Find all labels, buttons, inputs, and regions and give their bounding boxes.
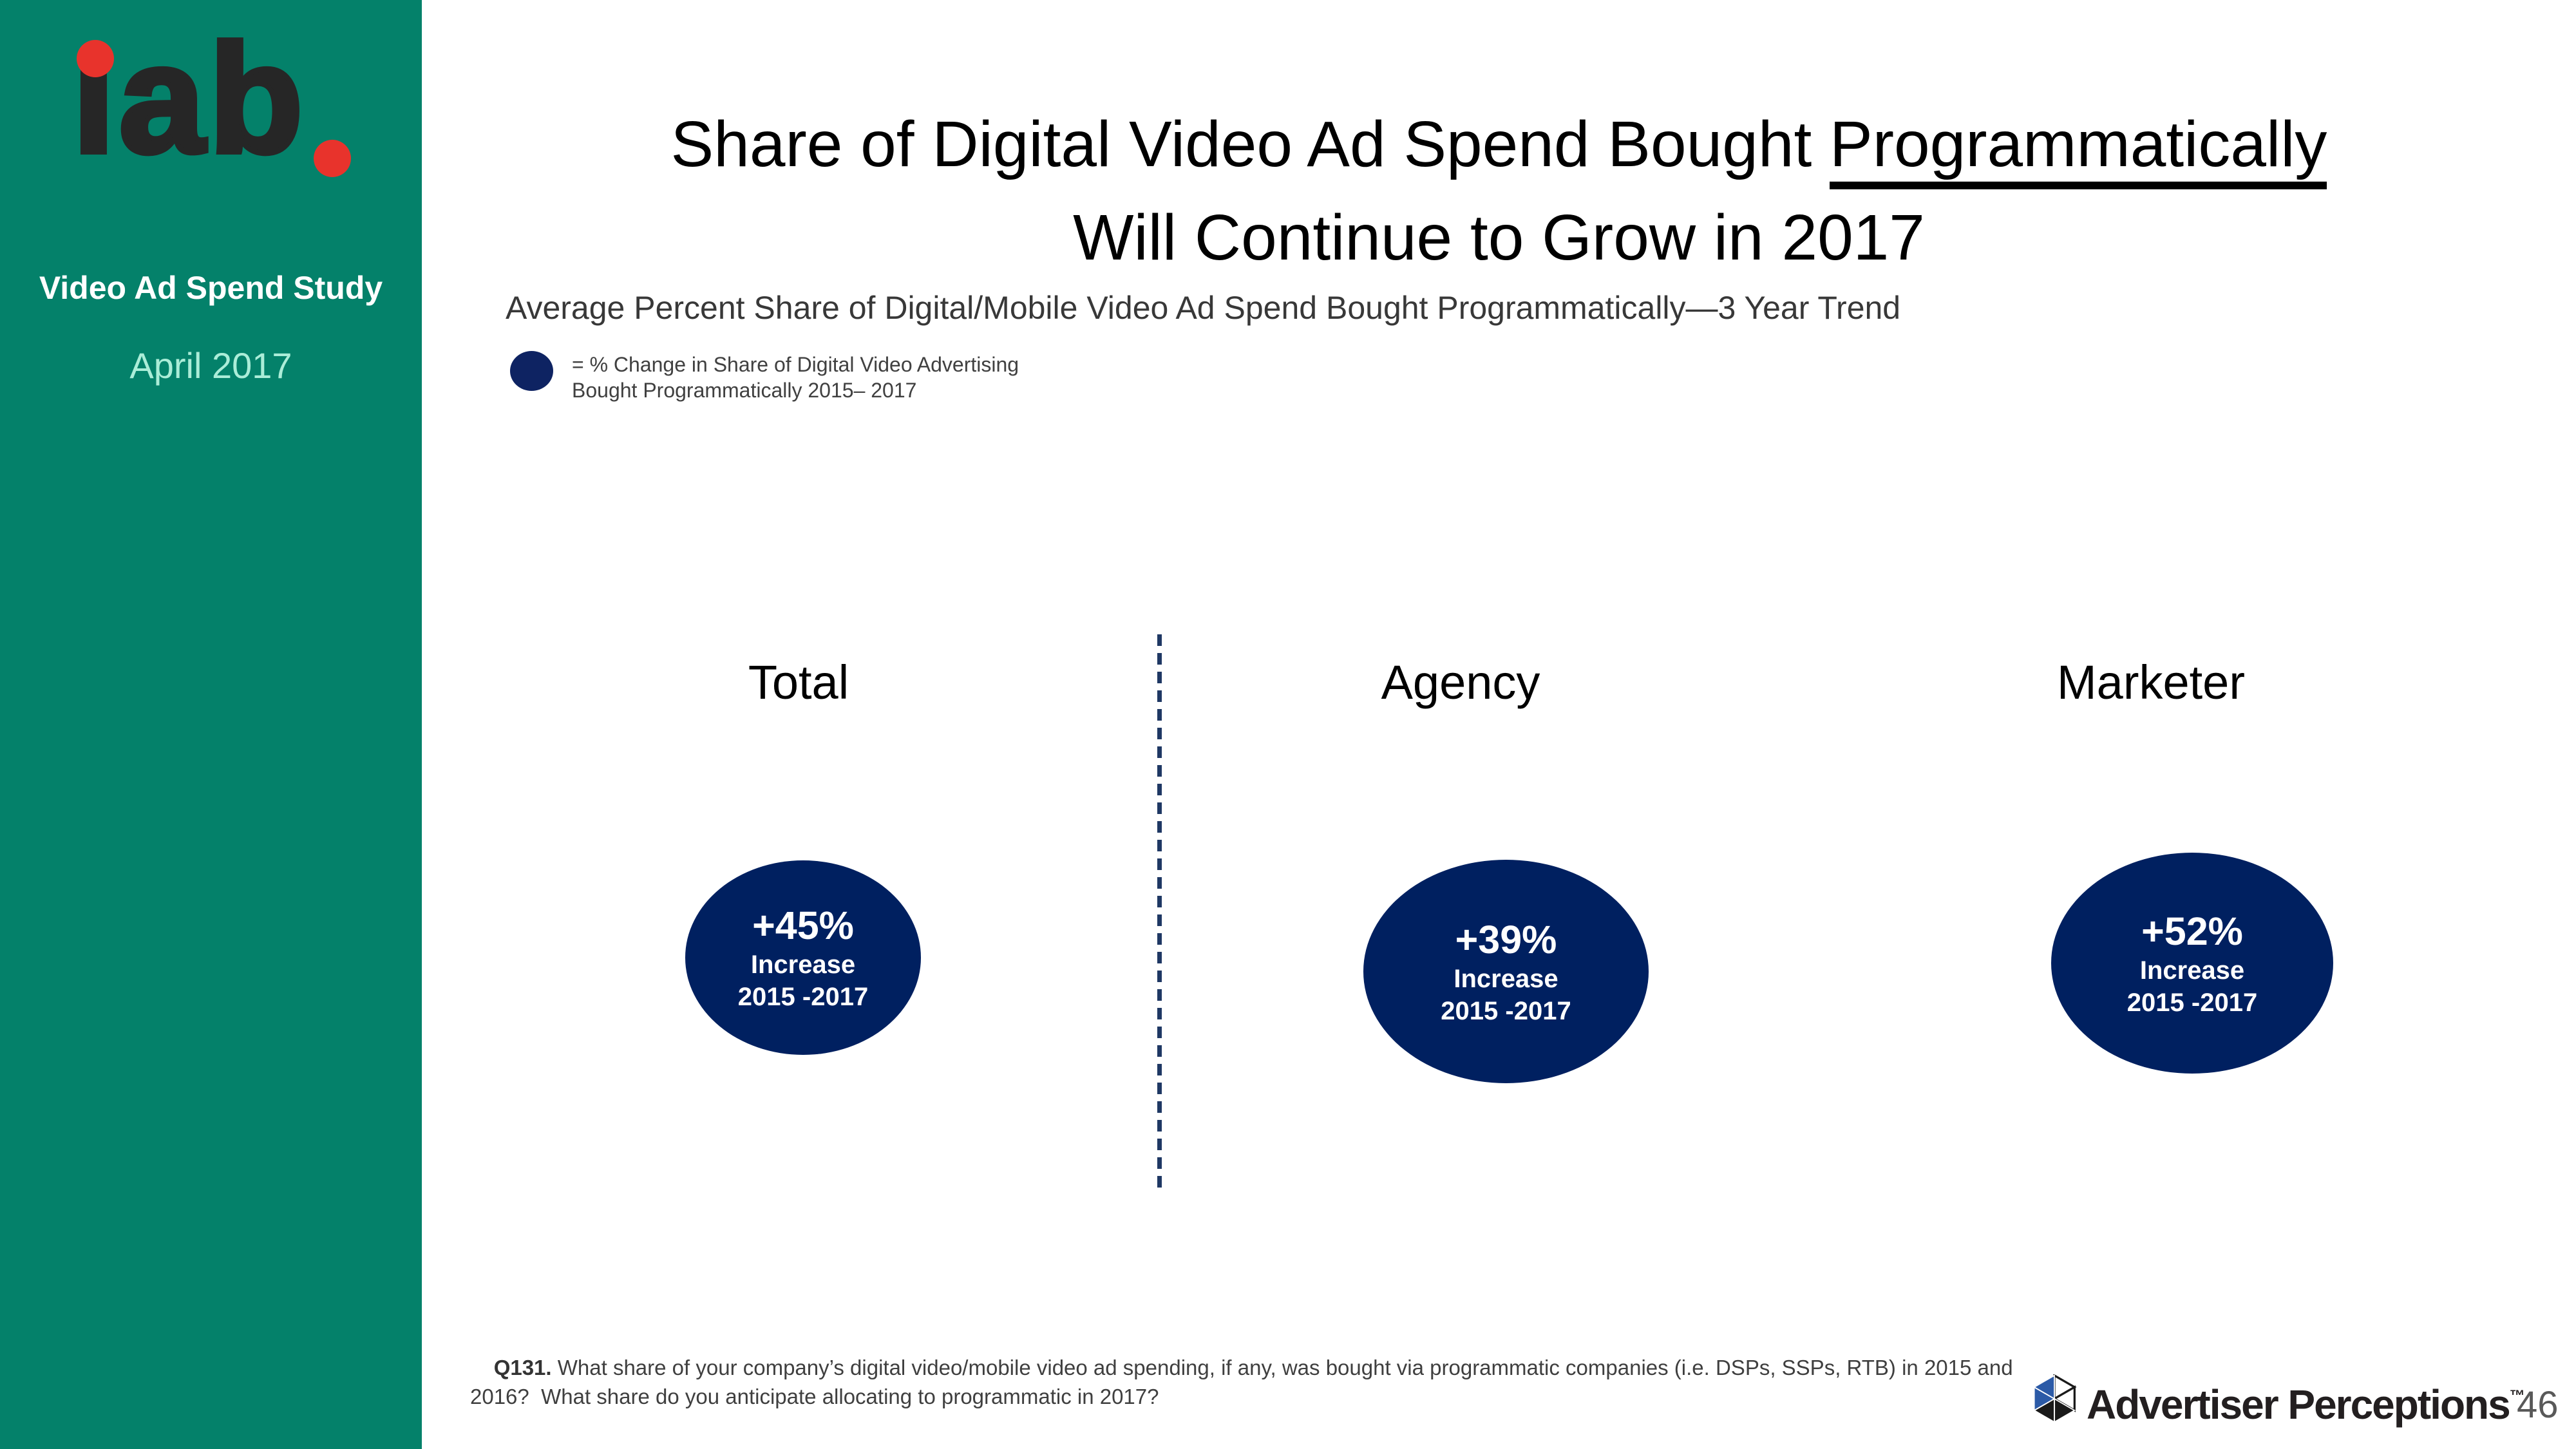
footnote: Q131. What share of your company’s digit… <box>470 1324 2016 1449</box>
bubble-marketer-sub1: Increase <box>2139 956 2245 985</box>
advertiser-perceptions-cube-icon <box>2032 1374 2077 1423</box>
bubble-total-sub2: 2015 -2017 <box>737 983 869 1011</box>
bubble-total-value: +45% <box>752 904 854 947</box>
column-header-marketer: Marketer <box>2057 656 2245 709</box>
slide-title-underlined-word: Programmatically <box>1830 108 2327 189</box>
trademark-symbol: ™ <box>2509 1387 2525 1405</box>
iab-logo-i-dot-icon <box>77 40 114 77</box>
legend-text: = % Change in Share of Digital Video Adv… <box>572 352 1019 403</box>
page-number: 46 <box>2517 1384 2559 1426</box>
sidebar: ıab Video Ad Spend Study April 2017 <box>0 0 422 1449</box>
iab-logo-letters: ıab <box>70 12 307 185</box>
bubble-marketer-sub2: 2015 -2017 <box>2126 988 2258 1017</box>
data-bubble-total: +45% Increase 2015 -2017 <box>685 860 921 1055</box>
iab-logo: ıab <box>0 0 422 219</box>
dashed-divider <box>1157 634 1162 1193</box>
iab-logo-period-icon <box>314 140 351 177</box>
footnote-question-text: What share of your company’s digital vid… <box>470 1356 2019 1408</box>
column-header-agency: Agency <box>1381 656 1540 709</box>
slide-title-line1-prefix: Share of Digital Video Ad Spend Bought <box>670 108 1830 180</box>
data-bubble-agency: +39% Increase 2015 -2017 <box>1363 860 1649 1083</box>
bubble-agency-value: +39% <box>1455 917 1557 961</box>
advertiser-perceptions-wordmark: Advertiser Perceptions™ <box>2087 1381 2525 1428</box>
legend-line1: = % Change in Share of Digital Video Adv… <box>572 353 1019 376</box>
bubble-agency-sub2: 2015 -2017 <box>1441 996 1571 1025</box>
footnote-question-label: Q131. <box>493 1356 552 1379</box>
column-header-total: Total <box>748 656 849 709</box>
study-title: Video Ad Spend Study <box>39 270 383 306</box>
bubble-agency-sub1: Increase <box>1454 964 1558 993</box>
bubble-total-sub1: Increase <box>750 951 856 979</box>
legend-line2: Bought Programmatically 2015– 2017 <box>572 379 917 402</box>
footnote-base-line: Base: Total Respondents <box>470 1441 2016 1449</box>
legend-circle-icon <box>510 351 553 391</box>
slide-title-line2: Will Continue to Grow in 2017 <box>1073 202 1925 274</box>
slide-subtitle: Average Percent Share of Digital/Mobile … <box>506 290 1901 326</box>
bubble-marketer-value: +52% <box>2141 909 2243 953</box>
slide-title: Share of Digital Video Ad Spend Bought P… <box>422 98 2576 285</box>
study-date: April 2017 <box>129 345 292 386</box>
brand-name-text: Advertiser Perceptions <box>2087 1381 2511 1428</box>
data-bubble-marketer: +52% Increase 2015 -2017 <box>2051 853 2333 1074</box>
